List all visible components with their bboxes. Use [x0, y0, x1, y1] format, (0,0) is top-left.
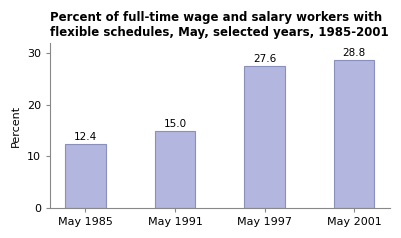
Text: 12.4: 12.4: [74, 133, 97, 143]
Bar: [245, 66, 285, 208]
Text: 15.0: 15.0: [164, 119, 186, 129]
Bar: [155, 131, 195, 208]
Text: 28.8: 28.8: [342, 48, 366, 58]
Bar: [334, 60, 375, 208]
Text: 27.6: 27.6: [253, 54, 276, 64]
Text: Percent of full-time wage and salary workers with
flexible schedules, May, selec: Percent of full-time wage and salary wor…: [50, 11, 389, 39]
Y-axis label: Percent: Percent: [11, 104, 21, 147]
Bar: [65, 144, 105, 208]
